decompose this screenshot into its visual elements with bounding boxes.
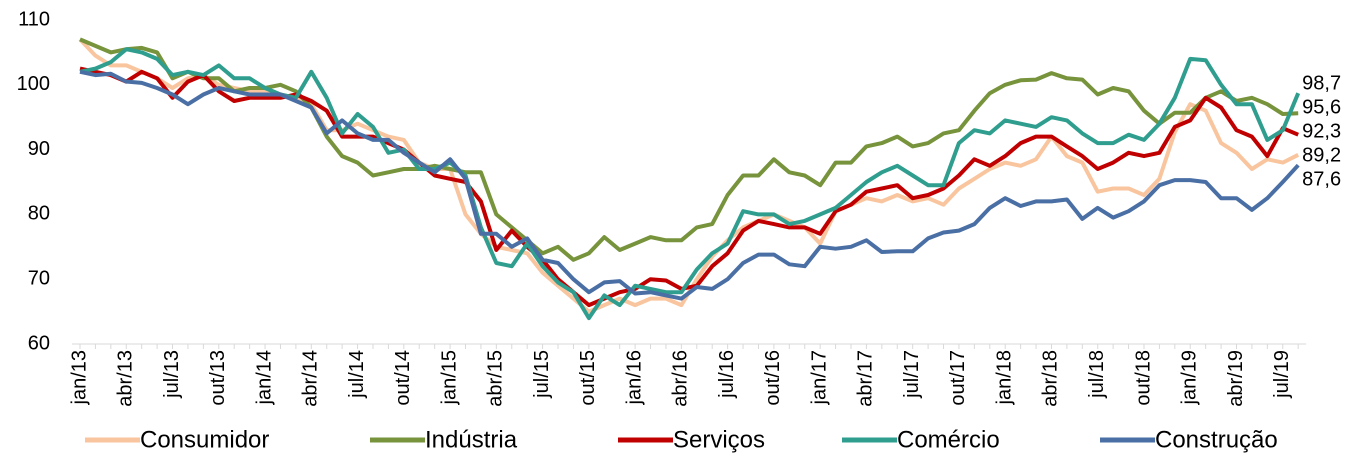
y-tick-label: 100 <box>17 73 50 95</box>
x-tick-label: jan/16 <box>623 350 645 406</box>
data-label: 89,2 <box>1302 145 1341 167</box>
data-label: 95,6 <box>1302 97 1341 119</box>
series-line <box>79 37 1299 262</box>
x-tick-label: jul/19 <box>1271 350 1293 399</box>
x-tick-label: abr/19 <box>1225 350 1247 407</box>
series-line <box>79 69 1300 301</box>
legend-label: Consumidor <box>140 426 269 453</box>
y-tick-label: 90 <box>28 138 50 160</box>
x-tick-label: jan/19 <box>1179 350 1201 406</box>
x-tick-label: out/16 <box>762 350 784 406</box>
legend-label: Comércio <box>897 426 1000 453</box>
x-tick-label: abr/16 <box>670 350 692 407</box>
data-label: 98,7 <box>1302 73 1341 95</box>
x-tick-label: abr/18 <box>1040 350 1062 407</box>
x-tick-label: jul/16 <box>716 350 738 399</box>
x-tick-label: abr/14 <box>300 350 322 407</box>
x-tick-label: jan/14 <box>253 350 275 406</box>
series-line <box>78 38 1300 314</box>
legend-label: Serviços <box>673 426 765 453</box>
x-tick-label: abr/17 <box>855 350 877 407</box>
x-tick-label: jul/18 <box>1086 350 1108 399</box>
x-tick-label: out/15 <box>577 350 599 406</box>
x-tick-label: out/13 <box>207 350 229 406</box>
x-tick-label: out/14 <box>392 350 414 406</box>
y-tick-label: 80 <box>28 203 50 225</box>
y-tick-label: 70 <box>28 267 50 289</box>
y-tick-label: 110 <box>18 8 50 30</box>
x-tick-label: jul/15 <box>531 350 553 399</box>
legend-label: Indústria <box>425 426 518 453</box>
x-tick-label: jan/13 <box>68 350 90 406</box>
y-tick-label: 60 <box>28 332 50 354</box>
x-tick-label: jan/15 <box>438 350 460 406</box>
x-tick-label: jul/13 <box>161 350 183 399</box>
x-tick-label: jul/17 <box>901 350 923 399</box>
data-label: 92,3 <box>1302 121 1341 143</box>
x-tick-label: jan/18 <box>993 350 1015 406</box>
x-tick-label: abr/13 <box>115 350 137 407</box>
x-tick-label: jul/14 <box>346 350 368 399</box>
x-tick-label: jan/17 <box>808 350 830 406</box>
x-tick-label: out/18 <box>1132 350 1154 406</box>
data-label: 87,6 <box>1302 169 1341 191</box>
x-tick-label: abr/15 <box>485 350 507 407</box>
x-tick-label: out/17 <box>947 350 969 406</box>
legend-label: Construção <box>1155 426 1278 453</box>
